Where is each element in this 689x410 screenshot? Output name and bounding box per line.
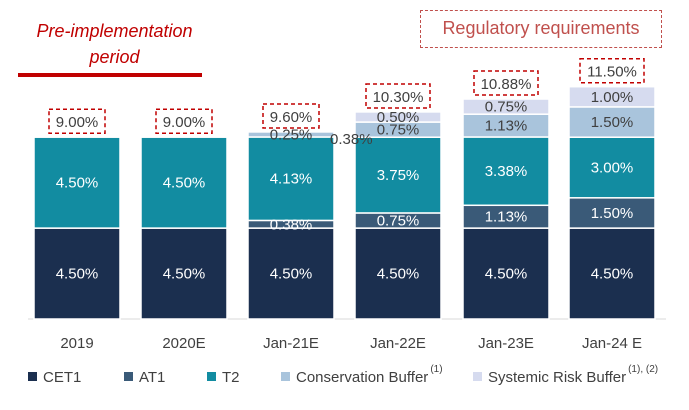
category-label: Jan-22E	[370, 335, 426, 352]
legend-footnote: (1), (2)	[628, 364, 659, 375]
bar-segment	[568, 85, 656, 108]
legend-label: AT1	[139, 369, 166, 386]
legend-item: CET1	[28, 369, 81, 386]
data-label: 4.50%	[56, 175, 99, 192]
labels-layer: 4.50% 4.50% 9.00% 2019 4.50% 4.50% 9.00% 2020E 4…	[48, 57, 645, 352]
data-label: 1.13%	[485, 209, 528, 226]
total-box	[155, 108, 213, 134]
bar-segment	[33, 227, 121, 320]
data-label: 0.38%	[270, 216, 313, 233]
legend-swatch	[207, 372, 216, 381]
data-label: 3.38%	[485, 163, 528, 180]
bars-layer	[28, 85, 666, 320]
data-label: 1.50%	[591, 114, 634, 131]
legend-item: Systemic Risk Buffer (1), (2)	[473, 364, 658, 386]
bar-segment	[354, 227, 442, 320]
total-box	[365, 83, 431, 109]
data-label: 1.13%	[485, 118, 528, 135]
pre-implementation-underline	[18, 73, 202, 77]
data-label: 0.25%	[270, 126, 313, 143]
total-box	[48, 108, 106, 134]
legend-footnote: (1)	[430, 364, 443, 375]
total-label: 10.30%	[373, 89, 424, 106]
bar-segment	[462, 136, 550, 207]
bar-segment	[247, 136, 335, 222]
extra-data-label: 0.38%	[330, 131, 373, 148]
category-label: Jan-24 E	[582, 335, 642, 352]
pre-implementation-label: Pre-implementation period	[36, 21, 193, 67]
total-box	[473, 70, 539, 96]
legend-item: AT1	[124, 369, 165, 386]
legend-label: CET1	[43, 369, 82, 386]
bar-segment	[247, 227, 335, 320]
bar-segment	[354, 136, 442, 214]
legend-item: Conservation Buffer (1)	[281, 364, 443, 386]
bar-segment	[354, 111, 442, 123]
legend-item: T2	[207, 369, 240, 386]
total-label: 9.60%	[270, 109, 313, 126]
data-label: 4.50%	[377, 266, 420, 283]
data-label: 3.75%	[377, 167, 420, 184]
legend-label: T2	[222, 369, 240, 386]
data-label: 4.50%	[163, 266, 206, 283]
data-label: 4.50%	[485, 266, 528, 283]
category-label: Jan-23E	[478, 335, 534, 352]
data-label: 1.00%	[591, 89, 634, 106]
data-label: 4.50%	[591, 266, 634, 283]
bar-segment	[462, 98, 550, 115]
total-label: 10.88%	[481, 76, 532, 93]
legend-label: Systemic Risk Buffer	[488, 369, 627, 386]
data-label: 1.50%	[591, 205, 634, 222]
data-label: 4.50%	[163, 175, 206, 192]
legend-swatch	[124, 372, 133, 381]
total-box	[579, 57, 645, 84]
data-label: 0.75%	[377, 213, 420, 230]
total-box	[262, 103, 320, 129]
stacked-bar-chart: 4.50% 4.50% 9.00% 2019 4.50% 4.50% 9.00% 2020E 4…	[28, 57, 666, 352]
legend-label: Conservation Buffer	[296, 369, 429, 386]
category-label: 2020E	[162, 335, 205, 352]
legend-swatch	[28, 372, 37, 381]
data-label: 0.75%	[485, 99, 528, 116]
category-label: 2019	[60, 335, 93, 352]
legend-swatch	[281, 372, 290, 381]
bar-segment	[247, 131, 335, 138]
data-label: 4.13%	[270, 171, 313, 188]
legend-swatch	[473, 372, 482, 381]
data-label: 3.00%	[591, 160, 634, 177]
total-label: 9.00%	[56, 114, 99, 131]
total-label: 11.50%	[587, 64, 637, 81]
bar-segment	[33, 136, 121, 229]
bar-segment	[140, 136, 228, 229]
data-label: 4.50%	[56, 266, 99, 283]
data-label: 0.75%	[377, 122, 420, 139]
category-label: Jan-21E	[263, 335, 319, 352]
bar-segment	[568, 106, 656, 138]
total-label: 9.00%	[163, 114, 206, 131]
data-label: 4.50%	[270, 266, 313, 283]
data-label: 0.50%	[377, 109, 420, 126]
regulatory-requirements-label: Regulatory requirements	[420, 10, 662, 48]
